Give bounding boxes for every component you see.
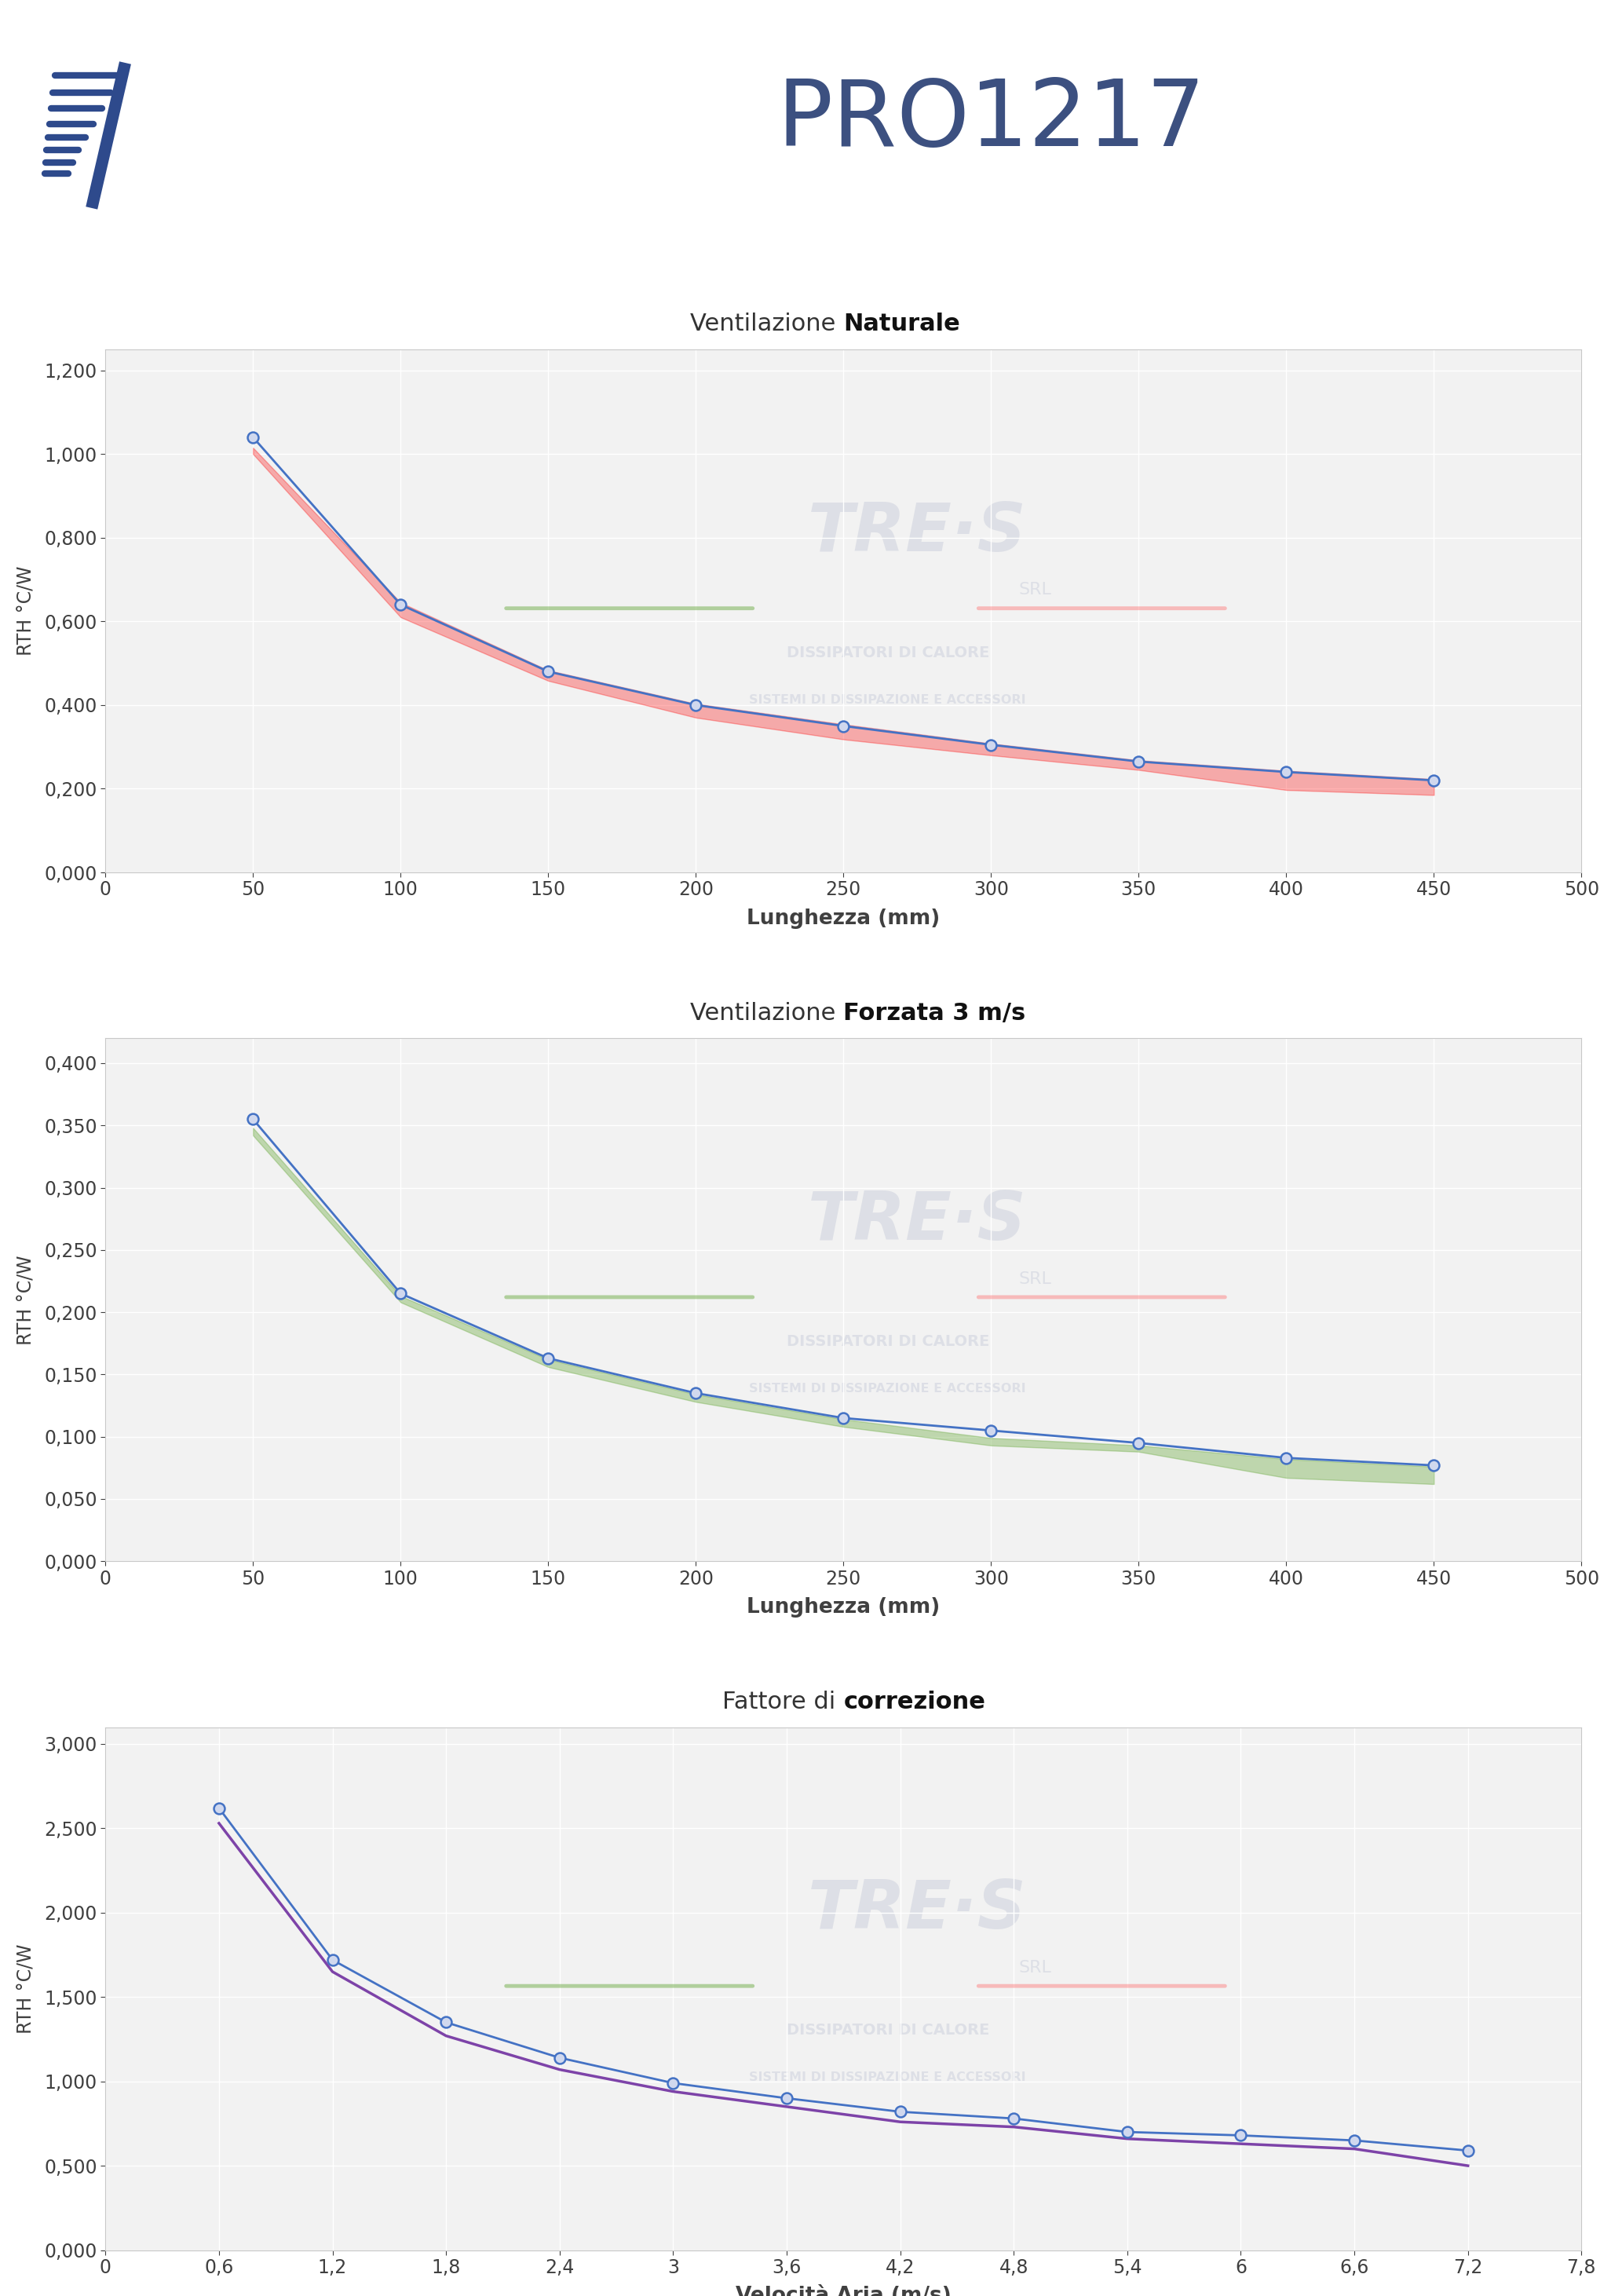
Text: TRE·S: TRE·S: [808, 1878, 1027, 1942]
Text: SRL: SRL: [1019, 1961, 1051, 1975]
Text: DISSIPATORI DI CALORE: DISSIPATORI DI CALORE: [787, 645, 989, 661]
Y-axis label: RTH °C/W: RTH °C/W: [16, 1945, 36, 2034]
Text: SISTEMI DI DISSIPAZIONE E ACCESSORI: SISTEMI DI DISSIPAZIONE E ACCESSORI: [749, 2071, 1027, 2082]
Text: Naturale: Naturale: [843, 312, 960, 335]
Text: Forzata 3 m/s: Forzata 3 m/s: [843, 1001, 1025, 1024]
Text: TRE·S: TRE·S: [808, 1189, 1027, 1254]
Text: DISSIPATORI DI CALORE: DISSIPATORI DI CALORE: [787, 2023, 989, 2039]
Text: Fattore di: Fattore di: [722, 1690, 843, 1713]
Text: SISTEMI DI DISSIPAZIONE E ACCESSORI: SISTEMI DI DISSIPAZIONE E ACCESSORI: [749, 693, 1027, 705]
Text: PRO1217: PRO1217: [777, 76, 1205, 165]
Y-axis label: RTH °C/W: RTH °C/W: [16, 1256, 36, 1345]
Text: correzione: correzione: [843, 1690, 986, 1713]
Text: SRL: SRL: [1019, 583, 1051, 597]
X-axis label: Velocità Aria (m/s): Velocità Aria (m/s): [736, 2287, 950, 2296]
Text: Ventilazione: Ventilazione: [691, 312, 843, 335]
Text: SRL: SRL: [1019, 1272, 1051, 1286]
Text: TRE·S: TRE·S: [808, 501, 1027, 565]
Y-axis label: RTH °C/W: RTH °C/W: [16, 565, 36, 657]
Text: Ventilazione: Ventilazione: [691, 1001, 843, 1024]
X-axis label: Lunghezza (mm): Lunghezza (mm): [746, 1598, 941, 1616]
Text: DISSIPATORI DI CALORE: DISSIPATORI DI CALORE: [787, 1334, 989, 1350]
Text: SISTEMI DI DISSIPAZIONE E ACCESSORI: SISTEMI DI DISSIPAZIONE E ACCESSORI: [749, 1382, 1027, 1394]
X-axis label: Lunghezza (mm): Lunghezza (mm): [746, 909, 941, 928]
